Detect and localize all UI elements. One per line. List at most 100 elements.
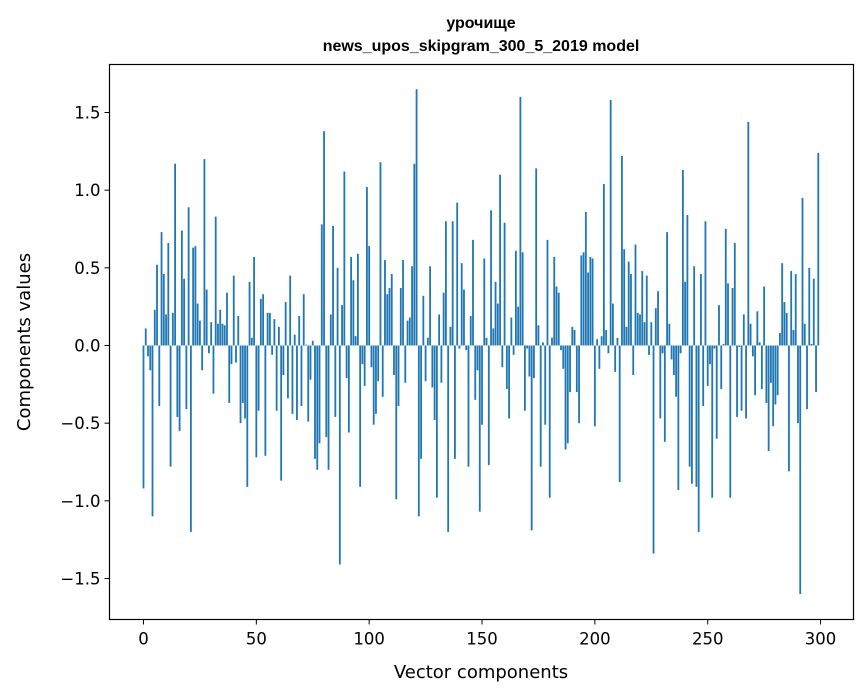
bar <box>801 197 804 346</box>
bar <box>454 345 456 459</box>
bar <box>467 345 470 467</box>
bar <box>165 314 167 346</box>
bar <box>390 274 393 346</box>
bar <box>149 345 152 371</box>
bar <box>169 345 172 467</box>
bar <box>280 345 283 481</box>
bar <box>530 345 533 531</box>
bar <box>377 345 380 382</box>
bar <box>573 329 576 346</box>
bar <box>607 345 610 354</box>
bar <box>517 306 520 346</box>
bar <box>372 345 375 425</box>
bar <box>523 345 526 411</box>
bar <box>596 339 599 346</box>
bar <box>259 298 262 346</box>
bar <box>384 260 386 346</box>
bar <box>153 309 156 346</box>
bar <box>681 169 684 346</box>
bar <box>499 174 501 346</box>
bar <box>174 163 176 346</box>
bar <box>456 202 459 346</box>
bar <box>810 343 813 346</box>
bar <box>492 328 495 346</box>
bar <box>808 267 811 346</box>
bar <box>201 345 204 371</box>
bar <box>194 246 197 346</box>
bar <box>496 303 499 346</box>
bar <box>472 239 474 346</box>
x-tick-label: 100 <box>353 630 385 649</box>
bar <box>296 345 298 421</box>
bar <box>738 345 741 348</box>
bar <box>720 345 723 389</box>
bar <box>632 345 635 376</box>
bar <box>282 345 285 376</box>
bar <box>189 345 192 532</box>
bar <box>354 336 357 346</box>
bar <box>535 168 538 346</box>
bar <box>544 345 547 425</box>
bar <box>754 345 757 396</box>
bar <box>539 345 542 467</box>
bar <box>440 345 443 383</box>
x-tick-label: 0 <box>138 630 149 649</box>
bar <box>797 345 799 424</box>
bar <box>661 345 664 354</box>
bar <box>663 345 666 442</box>
bar <box>307 345 310 422</box>
bar <box>323 131 325 346</box>
bar <box>415 89 418 346</box>
bar <box>654 308 657 346</box>
bar <box>431 345 434 388</box>
x-tick-label: 200 <box>579 630 611 649</box>
bar <box>675 345 678 397</box>
bar <box>760 345 763 389</box>
bar <box>187 207 190 346</box>
bar <box>463 289 465 346</box>
bar <box>605 329 608 346</box>
bar <box>208 345 210 354</box>
bar <box>445 221 447 346</box>
bar <box>695 345 698 487</box>
bar <box>745 345 747 419</box>
bar <box>564 345 567 450</box>
bar <box>666 232 668 346</box>
bar <box>458 345 461 349</box>
bar <box>314 345 316 459</box>
bar <box>460 263 463 346</box>
bar <box>625 326 628 346</box>
bar <box>799 345 802 595</box>
bar <box>774 345 777 405</box>
bar <box>548 345 551 498</box>
bar <box>411 266 413 346</box>
bar <box>171 312 174 346</box>
bar <box>352 280 355 346</box>
bar <box>645 275 648 346</box>
bar <box>587 272 589 346</box>
y-tick-label: −1.0 <box>60 492 100 511</box>
bar <box>600 336 603 346</box>
bar <box>519 96 522 346</box>
bar <box>228 345 231 403</box>
bar <box>584 211 587 346</box>
bar <box>214 216 217 346</box>
bar <box>643 322 646 346</box>
bar <box>657 291 659 346</box>
bar <box>341 305 343 346</box>
bar <box>316 345 319 470</box>
bar <box>706 345 709 386</box>
bar <box>422 295 425 346</box>
bar <box>338 345 341 565</box>
bar <box>602 183 605 346</box>
bar <box>612 303 614 346</box>
bar <box>691 345 693 484</box>
bar <box>275 345 278 411</box>
bar <box>715 345 718 439</box>
bar <box>156 264 158 346</box>
bar <box>449 326 452 346</box>
bar <box>772 345 775 427</box>
bar <box>485 337 488 346</box>
bar <box>178 345 181 431</box>
y-axis-ticks: −1.5 −1.0 −0.5 0.0 0.5 1.0 1.5 <box>60 103 110 588</box>
